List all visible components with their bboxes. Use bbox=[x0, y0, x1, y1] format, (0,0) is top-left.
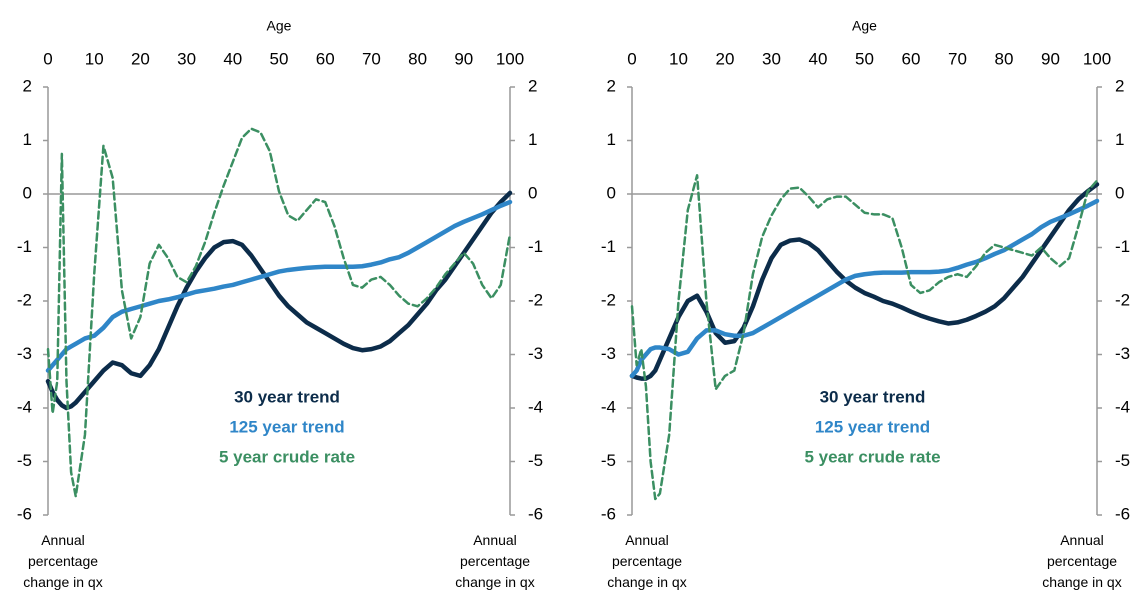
x-tick-label: 70 bbox=[948, 49, 967, 68]
line-series bbox=[630, 174, 1099, 501]
x-tick-label: 0 bbox=[43, 49, 52, 68]
y2-tick-label: 0 bbox=[528, 183, 537, 202]
x-tick-label: 100 bbox=[1083, 49, 1111, 68]
y2-tick-label: 1 bbox=[528, 130, 537, 149]
y-axis-title: Annual percentage change in qx bbox=[23, 532, 103, 590]
line-series bbox=[46, 127, 512, 498]
y-tick-label: -6 bbox=[17, 504, 32, 523]
y-tick-label: -3 bbox=[601, 344, 616, 363]
y-tick-label: 0 bbox=[23, 183, 32, 202]
y2-tick-label: -3 bbox=[1115, 344, 1130, 363]
x-tick-label: 10 bbox=[85, 49, 104, 68]
y-tick-label: -5 bbox=[17, 451, 32, 470]
x-tick-label: 0 bbox=[627, 49, 636, 68]
y-axis-title: Annual percentage change in qx bbox=[607, 532, 687, 590]
y-tick-label: 2 bbox=[23, 76, 32, 95]
line-series bbox=[629, 182, 1100, 381]
y-tick-label: 2 bbox=[607, 76, 616, 95]
x-tick-label: 10 bbox=[669, 49, 688, 68]
legend-entry: 30 year trend bbox=[234, 387, 340, 406]
y-tick-label: -2 bbox=[17, 290, 32, 309]
y2-tick-label: -6 bbox=[1115, 504, 1130, 523]
legend-entry: 5 year crude rate bbox=[219, 447, 355, 466]
x-tick-label: 40 bbox=[809, 49, 828, 68]
x-tick-label: 80 bbox=[995, 49, 1014, 68]
y2-tick-label: -5 bbox=[1115, 451, 1130, 470]
x-tick-label: 60 bbox=[902, 49, 921, 68]
y2-tick-label: -2 bbox=[1115, 290, 1130, 309]
y2-tick-label: -2 bbox=[528, 290, 543, 309]
legend-entry: 30 year trend bbox=[820, 387, 926, 406]
y2-tick-label: -5 bbox=[528, 451, 543, 470]
legend-entry: 125 year trend bbox=[229, 417, 344, 436]
legend-entry: 5 year crude rate bbox=[804, 447, 940, 466]
y-tick-label: -4 bbox=[17, 397, 32, 416]
x-tick-label: 50 bbox=[270, 49, 289, 68]
y-tick-label: -5 bbox=[601, 451, 616, 470]
x-tick-label: 20 bbox=[716, 49, 735, 68]
y2-tick-label: 2 bbox=[528, 76, 537, 95]
y2-tick-label: 0 bbox=[1115, 183, 1124, 202]
y2-tick-label: 1 bbox=[1115, 130, 1124, 149]
x-axis-title: Age bbox=[267, 18, 292, 34]
x-tick-label: 40 bbox=[223, 49, 242, 68]
x-tick-label: 100 bbox=[496, 49, 524, 68]
line-series bbox=[45, 199, 513, 373]
y2-tick-label: 2 bbox=[1115, 76, 1124, 95]
y-tick-label: -2 bbox=[601, 290, 616, 309]
x-tick-label: 20 bbox=[131, 49, 150, 68]
y2-tick-label: -1 bbox=[528, 237, 543, 256]
x-tick-label: 30 bbox=[762, 49, 781, 68]
line-series bbox=[629, 198, 1100, 379]
y2-axis-title: Annual percentage change in qx bbox=[455, 532, 535, 590]
x-tick-label: 60 bbox=[316, 49, 335, 68]
y2-axis-title: Annual percentage change in qx bbox=[1042, 532, 1122, 590]
y-tick-label: -3 bbox=[17, 344, 32, 363]
x-tick-label: 70 bbox=[362, 49, 381, 68]
x-tick-label: 90 bbox=[1041, 49, 1060, 68]
y-tick-label: -6 bbox=[601, 504, 616, 523]
y2-tick-label: -4 bbox=[1115, 397, 1130, 416]
x-tick-label: 30 bbox=[177, 49, 196, 68]
legend-entry: 125 year trend bbox=[815, 417, 930, 436]
x-tick-label: 50 bbox=[855, 49, 874, 68]
y-tick-label: 1 bbox=[23, 130, 32, 149]
y2-tick-label: -3 bbox=[528, 344, 543, 363]
y-tick-label: -1 bbox=[601, 237, 616, 256]
y-tick-label: -4 bbox=[601, 397, 616, 416]
y-tick-label: -1 bbox=[17, 237, 32, 256]
y2-tick-label: -1 bbox=[1115, 237, 1130, 256]
x-axis-title: Age bbox=[852, 18, 877, 34]
x-tick-label: 90 bbox=[454, 49, 473, 68]
x-tick-label: 80 bbox=[408, 49, 427, 68]
y2-tick-label: -6 bbox=[528, 504, 543, 523]
y-tick-label: 1 bbox=[607, 130, 616, 149]
y-tick-label: 0 bbox=[607, 183, 616, 202]
y2-tick-label: -4 bbox=[528, 397, 543, 416]
